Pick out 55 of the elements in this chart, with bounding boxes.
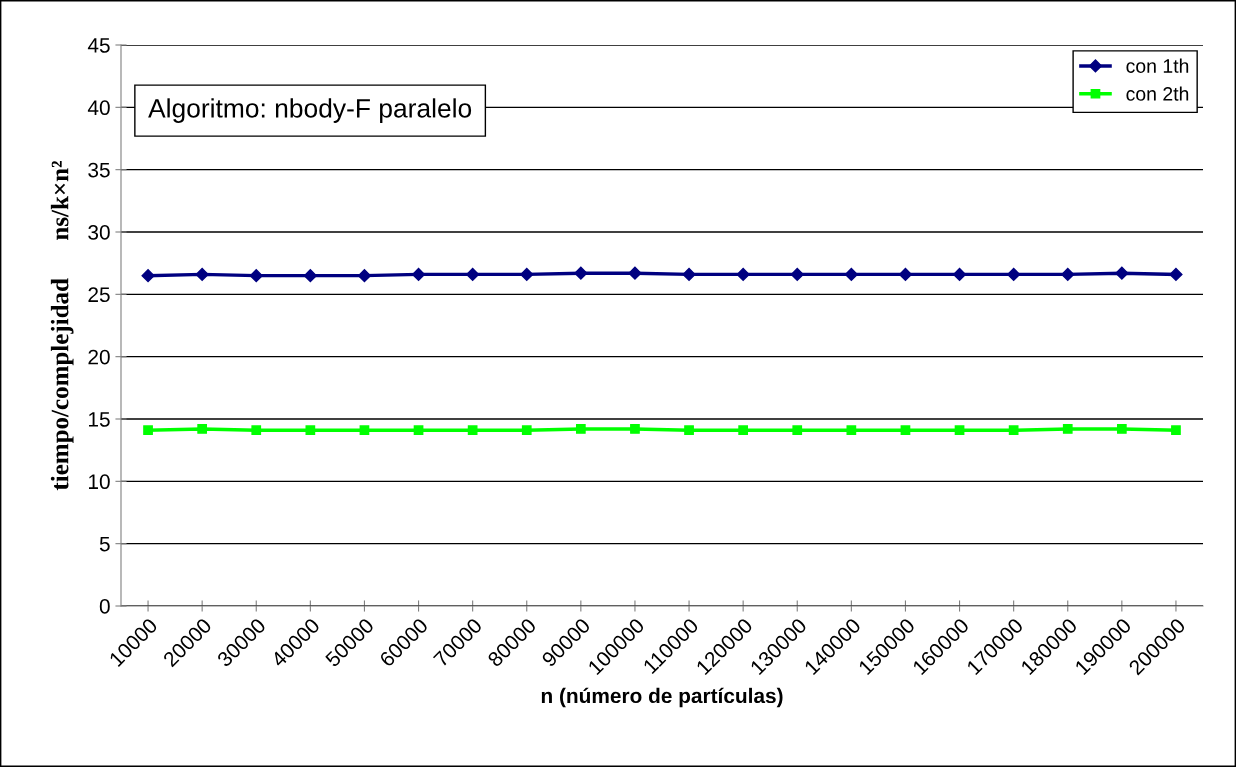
y-axis-title: tiempo/complejidad ns/k×n² xyxy=(50,161,74,491)
point xyxy=(249,269,263,283)
point xyxy=(303,269,317,283)
x-axis-title: n (número de partículas) xyxy=(541,687,783,708)
point xyxy=(1008,425,1019,436)
point xyxy=(792,425,803,436)
point xyxy=(411,267,426,281)
point xyxy=(575,424,586,434)
point xyxy=(846,425,857,436)
y-tick-label: 40 xyxy=(87,100,110,116)
point xyxy=(357,269,372,283)
point xyxy=(1115,266,1129,280)
y-tick-label: 20 xyxy=(88,349,110,365)
point xyxy=(628,266,642,280)
point xyxy=(1169,267,1183,281)
point xyxy=(900,425,911,436)
point xyxy=(630,424,640,434)
point xyxy=(1061,267,1075,281)
point xyxy=(251,425,262,436)
point xyxy=(684,425,694,436)
point xyxy=(952,267,967,281)
point xyxy=(1116,424,1127,434)
y-tick-label: 10 xyxy=(89,474,110,490)
point xyxy=(305,425,316,436)
y-tick-label: 25 xyxy=(88,287,110,303)
point xyxy=(521,425,532,436)
point xyxy=(520,267,534,281)
point xyxy=(466,267,480,281)
point xyxy=(141,269,155,283)
y-tick-label: 30 xyxy=(88,225,110,240)
annotation: Algoritmo: nbody-F paralelo xyxy=(148,98,472,123)
y-tick-label: 35 xyxy=(88,162,110,178)
point xyxy=(413,425,424,436)
point xyxy=(195,267,209,281)
point xyxy=(738,425,749,436)
legend-label: con 1th xyxy=(1126,58,1189,73)
point xyxy=(898,267,913,281)
point xyxy=(467,425,478,436)
point xyxy=(574,266,588,280)
point xyxy=(197,424,208,434)
y-tick-label: 5 xyxy=(99,536,110,552)
point xyxy=(1062,424,1073,434)
point xyxy=(143,425,153,436)
point xyxy=(736,267,750,281)
legend-label: con 2th xyxy=(1126,86,1189,101)
point xyxy=(682,267,696,281)
point xyxy=(790,267,804,281)
y-tick-label: 45 xyxy=(87,38,110,53)
point xyxy=(1007,267,1021,281)
point xyxy=(1171,425,1181,436)
point xyxy=(954,425,965,436)
y-tick-label: 0 xyxy=(99,599,110,614)
y-tick-label: 15 xyxy=(89,412,110,427)
point xyxy=(359,425,370,436)
point xyxy=(844,267,858,281)
